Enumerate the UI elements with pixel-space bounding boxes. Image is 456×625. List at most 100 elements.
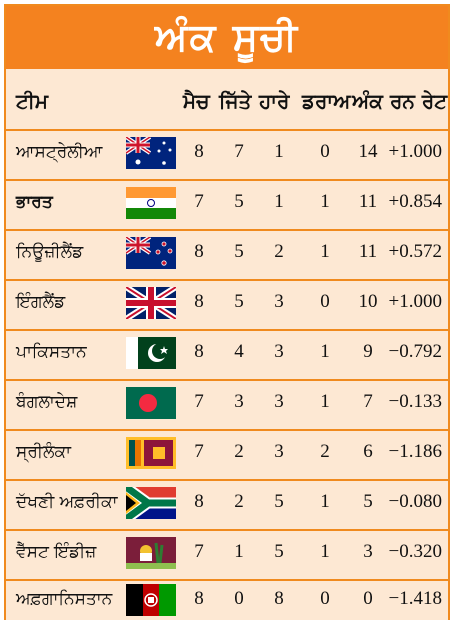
new-zealand-flag-icon	[126, 237, 176, 269]
south-africa-flag-icon	[126, 487, 176, 519]
header-matches: ਮੈਚ	[183, 89, 210, 113]
table-row: ਵੈੱਸਟ ਇੰਡੀਜ਼ 7 1 5 1 3 −0.320	[6, 529, 448, 579]
won-value: 3	[234, 391, 244, 412]
points-value: 9	[363, 341, 373, 362]
points-value: 3	[363, 541, 373, 562]
nrr-value: −0.080	[388, 491, 442, 512]
won-value: 5	[234, 191, 244, 212]
lost-value: 2	[274, 241, 284, 262]
draw-value: 1	[320, 491, 330, 512]
india-flag-icon	[126, 187, 176, 219]
table-row: ਪਾਕਿਸਤਾਨ 8 4 3 1 9 −0.792	[6, 329, 448, 379]
won-value: 0	[234, 588, 244, 609]
won-value: 5	[234, 291, 244, 312]
lost-value: 5	[274, 541, 284, 562]
sri-lanka-flag-icon	[126, 437, 176, 469]
matches-value: 8	[194, 491, 204, 512]
draw-value: 1	[320, 191, 330, 212]
nrr-value: +0.854	[388, 191, 442, 212]
lost-value: 1	[274, 191, 284, 212]
west-indies-flag-icon	[126, 537, 176, 569]
lost-value: 5	[274, 491, 284, 512]
row-divider	[6, 279, 448, 281]
table-row: ਆਸਟ੍ਰੇਲੀਆ 8 7 1 0 14 +1.000	[6, 129, 448, 179]
team-name: ਬੰਗਲਾਦੇਸ਼	[16, 392, 78, 412]
nrr-value: −1.186	[388, 441, 442, 462]
table-row: ਅਫ਼ਗਾਨਿਸਤਾਨ 8 0 8 0 0 −1.418	[6, 579, 448, 620]
header-draw: ਡਰਾਅ	[302, 89, 351, 113]
matches-value: 8	[194, 291, 204, 312]
nrr-value: +0.572	[388, 241, 442, 262]
won-value: 7	[234, 141, 244, 162]
points-value: 10	[358, 291, 378, 312]
lost-value: 3	[274, 291, 284, 312]
table-row: ਸ੍ਰੀਲੰਕਾ 7 2 3 2 6 −1.186	[6, 429, 448, 479]
header-points: ਅੰਕ	[352, 89, 383, 113]
england-flag-icon	[126, 287, 176, 319]
row-divider	[6, 479, 448, 481]
row-divider	[6, 579, 448, 581]
table-header: ਟੀਮ ਮੈਚ ਜਿੱਤੇ ਹਾਰੇ ਡਰਾਅ ਅੰਕ ਰਨ ਰੇਟ	[6, 69, 448, 129]
draw-value: 0	[320, 141, 330, 162]
points-value: 7	[363, 391, 373, 412]
draw-value: 0	[320, 291, 330, 312]
row-divider	[6, 379, 448, 381]
points-value: 0	[363, 588, 373, 609]
draw-value: 1	[320, 541, 330, 562]
lost-value: 8	[274, 588, 284, 609]
title-banner: ਅੰਕ ਸੂਚੀ	[6, 6, 448, 69]
row-divider	[6, 529, 448, 531]
points-value: 11	[358, 241, 378, 262]
draw-value: 2	[320, 441, 330, 462]
team-name: ਸ੍ਰੀਲੰਕਾ	[16, 442, 71, 462]
table-row: ਭਾਰਤ 7 5 1 1 11 +0.854	[6, 179, 448, 229]
row-divider	[6, 329, 448, 331]
australia-flag-icon	[126, 137, 176, 169]
team-name: ਵੈੱਸਟ ਇੰਡੀਜ਼	[16, 542, 97, 562]
matches-value: 7	[194, 541, 204, 562]
lost-value: 3	[274, 441, 284, 462]
team-name: ਇੰਗਲੈਂਡ	[16, 292, 66, 312]
nrr-value: −0.320	[388, 541, 442, 562]
matches-value: 7	[194, 441, 204, 462]
header-team: ਟੀਮ	[16, 89, 48, 113]
table-row: ਬੰਗਲਾਦੇਸ਼ 7 3 3 1 7 −0.133	[6, 379, 448, 429]
team-name: ਦੱਖਣੀ ਅਫ਼ਰੀਕਾ	[16, 492, 118, 512]
bangladesh-flag-icon	[126, 387, 176, 419]
points-table-card: ਅੰਕ ਸੂਚੀ ਟੀਮ ਮੈਚ ਜਿੱਤੇ ਹਾਰੇ ਡਰਾਅ ਅੰਕ ਰਨ …	[4, 4, 450, 620]
matches-value: 8	[194, 588, 204, 609]
won-value: 4	[234, 341, 244, 362]
pakistan-flag-icon	[126, 337, 176, 369]
row-divider	[6, 429, 448, 431]
points-value: 11	[358, 191, 378, 212]
won-value: 1	[234, 541, 244, 562]
matches-value: 7	[194, 391, 204, 412]
table-title: ਅੰਕ ਸੂਚੀ	[154, 15, 300, 59]
team-name: ਅਫ਼ਗਾਨਿਸਤਾਨ	[16, 589, 113, 609]
nrr-value: −1.418	[388, 588, 442, 609]
table-row: ਇੰਗਲੈਂਡ 8 5 3 0 10 +1.000	[6, 279, 448, 329]
matches-value: 8	[194, 141, 204, 162]
lost-value: 3	[274, 391, 284, 412]
won-value: 2	[234, 441, 244, 462]
won-value: 5	[234, 241, 244, 262]
header-lost: ਹਾਰੇ	[259, 89, 290, 113]
matches-value: 8	[194, 341, 204, 362]
lost-value: 3	[274, 341, 284, 362]
draw-value: 1	[320, 391, 330, 412]
afghanistan-flag-icon	[126, 584, 176, 616]
matches-value: 7	[194, 191, 204, 212]
matches-value: 8	[194, 241, 204, 262]
won-value: 2	[234, 491, 244, 512]
points-value: 6	[363, 441, 373, 462]
team-name: ਪਾਕਿਸਤਾਨ	[16, 342, 87, 362]
lost-value: 1	[274, 141, 284, 162]
draw-value: 0	[320, 588, 330, 609]
row-divider	[6, 129, 448, 131]
table-row: ਨਿਊਜ਼ੀਲੈਂਡ 8 5 2 1 11 +0.572	[6, 229, 448, 279]
team-name: ਭਾਰਤ	[16, 192, 53, 212]
row-divider	[6, 229, 448, 231]
nrr-value: −0.792	[388, 341, 442, 362]
header-won: ਜਿੱਤੇ	[219, 89, 252, 113]
nrr-value: −0.133	[388, 391, 442, 412]
